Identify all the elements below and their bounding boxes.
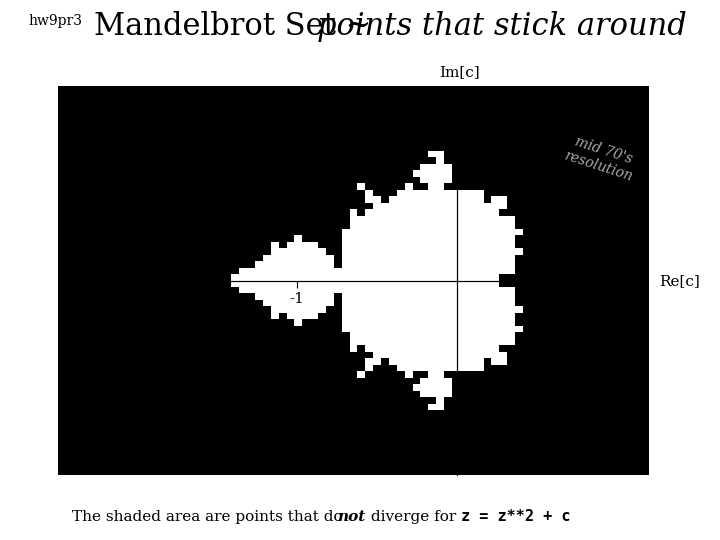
Text: points that stick around: points that stick around — [317, 11, 687, 42]
Text: Im[c]: Im[c] — [439, 65, 480, 79]
Text: Re[c]: Re[c] — [659, 274, 700, 288]
Text: Mandelbrot Set ~: Mandelbrot Set ~ — [94, 11, 380, 42]
Text: mid 70's
resolution: mid 70's resolution — [562, 133, 639, 184]
Text: diverge for: diverge for — [366, 510, 466, 524]
Text: The shaded area are points that do: The shaded area are points that do — [72, 510, 348, 524]
Text: hw9pr3: hw9pr3 — [29, 14, 83, 28]
Text: not: not — [337, 510, 365, 524]
Text: z = z**2 + c: z = z**2 + c — [461, 509, 570, 524]
